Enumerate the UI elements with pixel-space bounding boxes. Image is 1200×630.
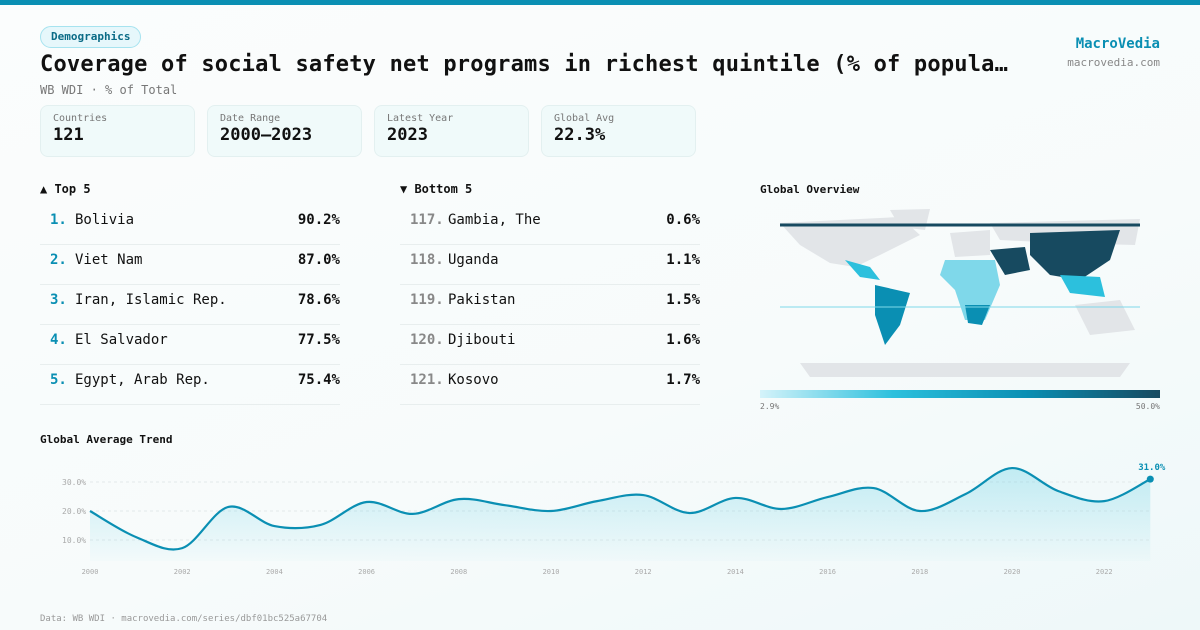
y-tick-label: 20.0% [62,507,86,516]
ranking-country: Djibouti [448,332,516,348]
ranking-country: Pakistan [448,292,516,308]
ranking-rank: 3. [50,292,67,308]
map-south-america [875,285,910,345]
map-asia [1030,230,1120,280]
ranking-rank: 120. [410,332,444,348]
map-antarctica [800,363,1130,377]
ranking-row[interactable]: 1. Bolivia 90.2% [40,205,340,245]
legend-min: 2.9% [760,402,780,411]
ranking-value: 0.6% [666,212,700,228]
ranking-country: Iran, Islamic Rep. [75,292,227,308]
trend-chart[interactable]: 10.0% 20.0% 30.0% 31.0% 2000 2002 2004 2006 2008… [0,455,1200,585]
ranking-value: 87.0% [297,252,340,268]
ranking-row[interactable]: 119. Pakistan 1.5% [400,285,700,325]
brand-logo[interactable]: MacroVedia [1075,36,1160,52]
x-tick-label: 2006 [358,568,375,576]
y-tick-label: 30.0% [62,478,86,487]
bottom5-heading: ▼ Bottom 5 [400,182,473,196]
top5-heading: ▲ Top 5 [40,182,91,196]
ranking-country: Bolivia [75,212,135,228]
x-tick-label: 2020 [1004,568,1021,576]
ranking-country: Egypt, Arab Rep. [75,372,210,388]
ranking-rank: 2. [50,252,67,268]
stat-latest-year: Latest Year 2023 [374,105,529,157]
map-central-america [845,260,880,280]
stat-label: Global Avg [554,113,615,124]
ranking-rank: 4. [50,332,67,348]
map-southeast-asia [1060,275,1105,297]
x-tick-label: 2004 [266,568,283,576]
ranking-value: 1.1% [666,252,700,268]
ranking-rank: 5. [50,372,67,388]
page-subtitle: WB WDI · % of Total [40,83,178,97]
ranking-value: 77.5% [297,332,340,348]
ranking-country: Kosovo [448,372,499,388]
ranking-rank: 121. [410,372,444,388]
stat-date-range: Date Range 2000–2023 [207,105,362,157]
ranking-rank: 118. [410,252,444,268]
map-title: Global Overview [760,183,860,196]
ranking-rank: 1. [50,212,67,228]
trend-line [89,466,1151,551]
map-australia [1075,300,1135,335]
ranking-row[interactable]: 4. El Salvador 77.5% [40,325,340,365]
trend-title: Global Average Trend [40,433,173,446]
x-tick-label: 2018 [911,568,928,576]
ranking-value: 1.7% [666,372,700,388]
x-tick-label: 2000 [82,568,99,576]
stat-label: Countries [53,113,108,124]
brand-url[interactable]: macrovedia.com [1067,56,1160,69]
map-south-africa [965,305,990,325]
x-tick-label: 2002 [174,568,191,576]
ranking-row[interactable]: 120. Djibouti 1.6% [400,325,700,365]
stat-countries: Countries 121 [40,105,195,157]
page-title: Coverage of social safety net programs i… [40,52,1010,77]
x-tick-label: 2012 [635,568,652,576]
last-value-label: 31.0% [1138,463,1166,473]
ranking-row[interactable]: 121. Kosovo 1.7% [400,365,700,405]
ranking-value: 1.5% [666,292,700,308]
trend-area [90,468,1151,561]
ranking-rank: 117. [410,212,444,228]
stat-value: 2023 [387,125,428,145]
world-map[interactable] [760,205,1160,380]
legend-max: 50.0% [1135,402,1160,411]
ranking-country: Viet Nam [75,252,143,268]
ranking-row[interactable]: 3. Iran, Islamic Rep. 78.6% [40,285,340,325]
last-data-point[interactable] [1146,475,1154,483]
ranking-rank: 119. [410,292,444,308]
stat-value: 2000–2023 [220,125,313,145]
ranking-country: Gambia, The [448,212,541,228]
x-tick-label: 2014 [727,568,744,576]
ranking-country: Uganda [448,252,499,268]
ranking-country: El Salvador [75,332,168,348]
x-tick-label: 2008 [450,568,467,576]
stat-label: Latest Year [387,113,454,124]
map-north-america [780,217,920,267]
map-middle-east [990,247,1030,275]
ranking-value: 90.2% [297,212,340,228]
ranking-row[interactable]: 118. Uganda 1.1% [400,245,700,285]
footer-source[interactable]: Data: WB WDI · macrovedia.com/series/dbf… [40,614,328,624]
x-tick-label: 2016 [819,568,836,576]
ranking-value: 1.6% [666,332,700,348]
stat-global-avg: Global Avg 22.3% [541,105,696,157]
ranking-row[interactable]: 117. Gambia, The 0.6% [400,205,700,245]
x-tick-label: 2010 [543,568,560,576]
y-tick-label: 10.0% [62,536,86,545]
map-color-legend [760,390,1160,398]
category-tag[interactable]: Demographics [40,26,142,48]
stat-value: 22.3% [554,125,606,145]
map-europe [950,230,990,257]
top-accent-bar [0,0,1200,5]
x-tick-label: 2022 [1096,568,1113,576]
ranking-value: 75.4% [297,372,340,388]
ranking-row[interactable]: 2. Viet Nam 87.0% [40,245,340,285]
ranking-value: 78.6% [297,292,340,308]
stat-value: 121 [53,125,84,145]
ranking-row[interactable]: 5. Egypt, Arab Rep. 75.4% [40,365,340,405]
stat-label: Date Range [220,113,281,124]
